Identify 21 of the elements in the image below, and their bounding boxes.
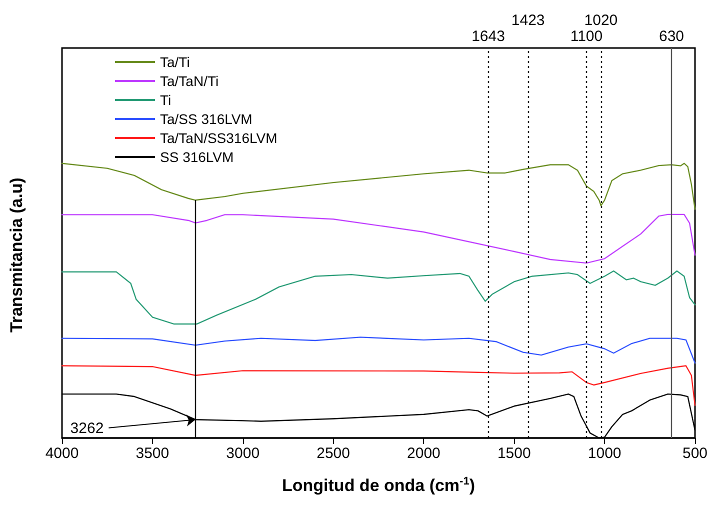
legend-label: Ta/SS 316LVM [160, 111, 252, 127]
x-tick-label: 1500 [497, 445, 531, 462]
ref-line-label: 630 [658, 28, 684, 45]
x-tick-label: 4000 [45, 445, 79, 462]
y-axis-title: Transmitancia (a.u) [7, 178, 26, 332]
legend-label: Ti [160, 92, 172, 108]
legend-label: Ta/TaN/SS316LVM [160, 130, 278, 146]
x-tick-label: 3000 [226, 445, 260, 462]
x-tick-label: 2500 [316, 445, 350, 462]
x-tick-label: 500 [682, 445, 708, 462]
ref-line-label: 1423 [511, 12, 545, 29]
legend-label: Ta/Ti [160, 54, 190, 70]
legend-label: Ta/TaN/Ti [160, 73, 219, 89]
x-tick-label: 3500 [136, 445, 170, 462]
x-tick-label: 2000 [407, 445, 440, 462]
legend-label: SS 316LVM [160, 149, 234, 165]
ref-line-label: 1643 [472, 28, 505, 45]
annotation: 3262 [70, 420, 104, 437]
ref-line-label: 1020 [584, 12, 618, 29]
ref-line-label: 1100 [570, 28, 603, 45]
x-tick-label: 1000 [588, 445, 622, 462]
